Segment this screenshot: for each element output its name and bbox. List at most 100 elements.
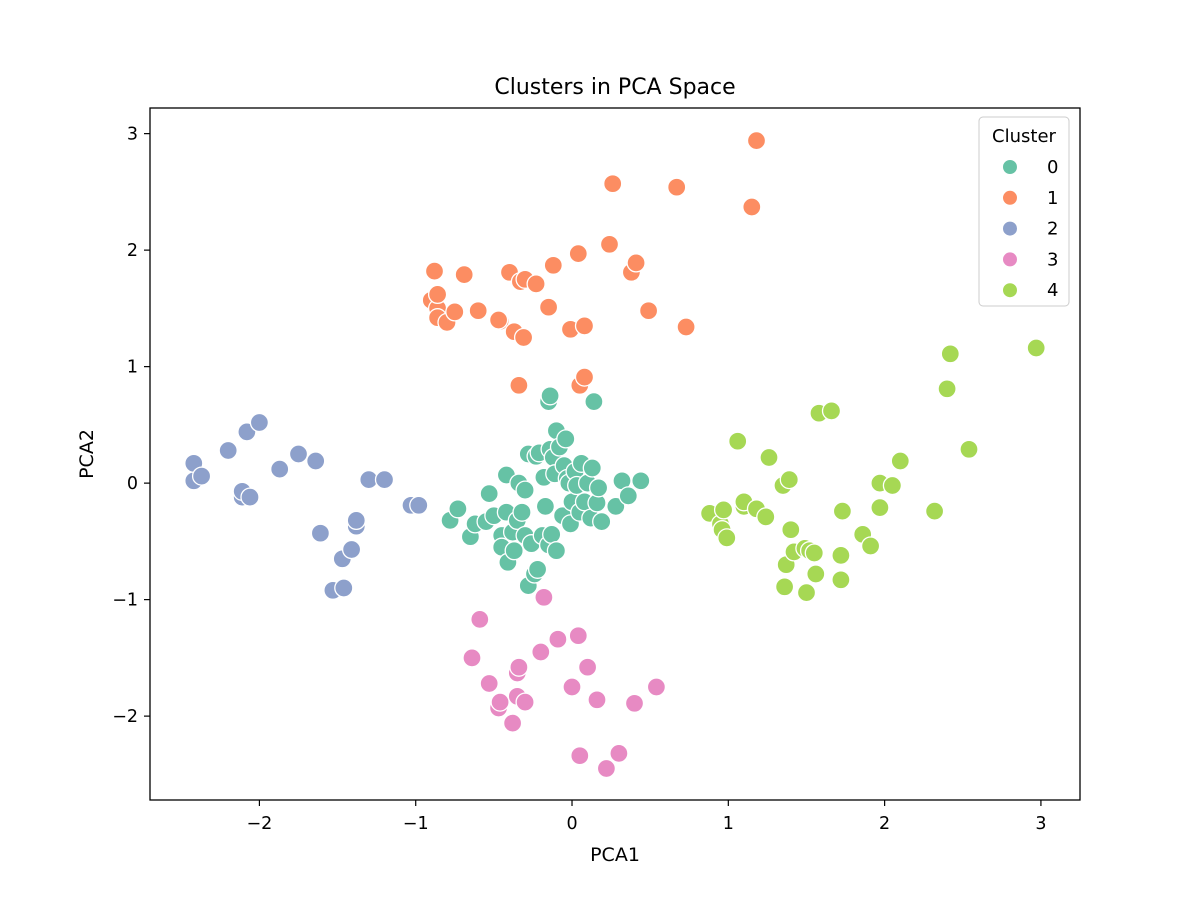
data-point: [534, 587, 554, 607]
x-tick-label: −1: [403, 814, 429, 834]
data-point: [270, 459, 290, 479]
data-point: [570, 746, 590, 766]
data-point: [890, 451, 910, 471]
data-point: [488, 310, 509, 330]
data-point: [548, 629, 568, 649]
y-tick-label: 0: [127, 474, 138, 494]
legend-label: 2: [1047, 219, 1058, 240]
legend-marker: [1002, 282, 1018, 299]
data-point: [249, 412, 270, 433]
data-point: [832, 501, 853, 521]
data-point: [756, 507, 776, 527]
series-3: [462, 587, 667, 779]
data-point: [796, 582, 817, 603]
y-tick-label: 2: [127, 241, 138, 261]
legend-item: 0: [1002, 157, 1058, 178]
data-point: [646, 677, 667, 697]
data-point: [587, 690, 607, 710]
chart-title: Clusters in PCA Space: [494, 75, 735, 100]
legend-label: 1: [1047, 188, 1058, 209]
data-point: [535, 496, 556, 517]
data-point: [577, 657, 598, 677]
data-point: [341, 539, 362, 560]
data-point: [592, 511, 612, 532]
data-point: [728, 431, 748, 451]
data-point: [717, 528, 737, 548]
legend-marker: [1002, 159, 1018, 175]
data-point: [470, 609, 490, 630]
data-point: [502, 713, 523, 733]
data-point: [306, 451, 326, 471]
data-point: [831, 570, 851, 590]
data-point: [774, 577, 795, 597]
data-point: [556, 429, 576, 449]
data-point: [821, 401, 842, 421]
y-tick-label: −1: [112, 591, 138, 611]
data-point: [310, 523, 331, 543]
data-point: [588, 478, 609, 498]
data-point: [409, 495, 429, 515]
data-point: [424, 261, 445, 281]
y-tick-label: 3: [127, 125, 138, 145]
x-tick-label: 3: [1035, 814, 1046, 834]
data-point: [603, 174, 623, 194]
data-point: [804, 543, 824, 563]
x-tick-label: 0: [566, 814, 577, 834]
data-point: [543, 255, 563, 275]
data-point: [526, 274, 546, 294]
data-point: [490, 692, 510, 712]
data-point: [937, 379, 957, 399]
data-point: [626, 253, 646, 273]
data-point: [527, 559, 548, 579]
legend-marker: [1002, 220, 1018, 237]
legend-box: [978, 116, 1070, 307]
legend-item: 4: [1002, 280, 1058, 301]
data-point: [667, 177, 687, 197]
legend-item: 2: [1002, 219, 1058, 240]
data-point: [574, 367, 595, 387]
points-layer: [184, 130, 1046, 779]
y-axis: −2 −1 0 1 2 3: [112, 125, 150, 727]
legend-title: Cluster: [992, 126, 1056, 147]
data-point: [515, 480, 535, 500]
data-point: [240, 487, 260, 507]
data-point: [513, 327, 534, 348]
x-axis: −2 −1 0 1 2 3: [247, 800, 1046, 834]
x-tick-label: −2: [247, 814, 273, 834]
data-point: [860, 536, 881, 556]
y-tick-label: 1: [127, 358, 138, 378]
data-point: [568, 243, 588, 264]
data-point: [779, 469, 799, 490]
data-point: [454, 264, 474, 285]
legend-marker: [1002, 189, 1018, 206]
series-0: [440, 386, 651, 596]
data-point: [624, 693, 645, 713]
data-point: [479, 483, 499, 504]
data-point: [448, 499, 468, 519]
data-point: [374, 469, 395, 490]
x-tick-label: 2: [879, 814, 890, 834]
data-point: [870, 497, 890, 518]
y-axis-label: PCA2: [76, 429, 98, 479]
data-point: [713, 500, 734, 520]
legend-marker: [1002, 251, 1018, 268]
data-point: [504, 541, 524, 561]
data-point: [599, 234, 620, 254]
x-tick-label: 1: [723, 814, 734, 834]
data-point: [606, 496, 626, 517]
legend-items: 0 1 2 3 4: [1002, 157, 1058, 301]
legend: Cluster 0 1 2 3 4: [978, 116, 1070, 307]
data-point: [609, 743, 629, 764]
data-point: [346, 510, 366, 531]
data-point: [618, 486, 638, 506]
data-point: [538, 297, 559, 317]
series-1: [421, 130, 767, 395]
plot-frame: [149, 107, 1081, 801]
legend-label: 0: [1047, 157, 1058, 178]
legend-item: 3: [1002, 249, 1058, 270]
data-point: [427, 284, 448, 305]
series-2: [184, 412, 429, 600]
data-point: [882, 475, 903, 496]
data-point: [596, 758, 617, 779]
data-point: [959, 439, 979, 459]
